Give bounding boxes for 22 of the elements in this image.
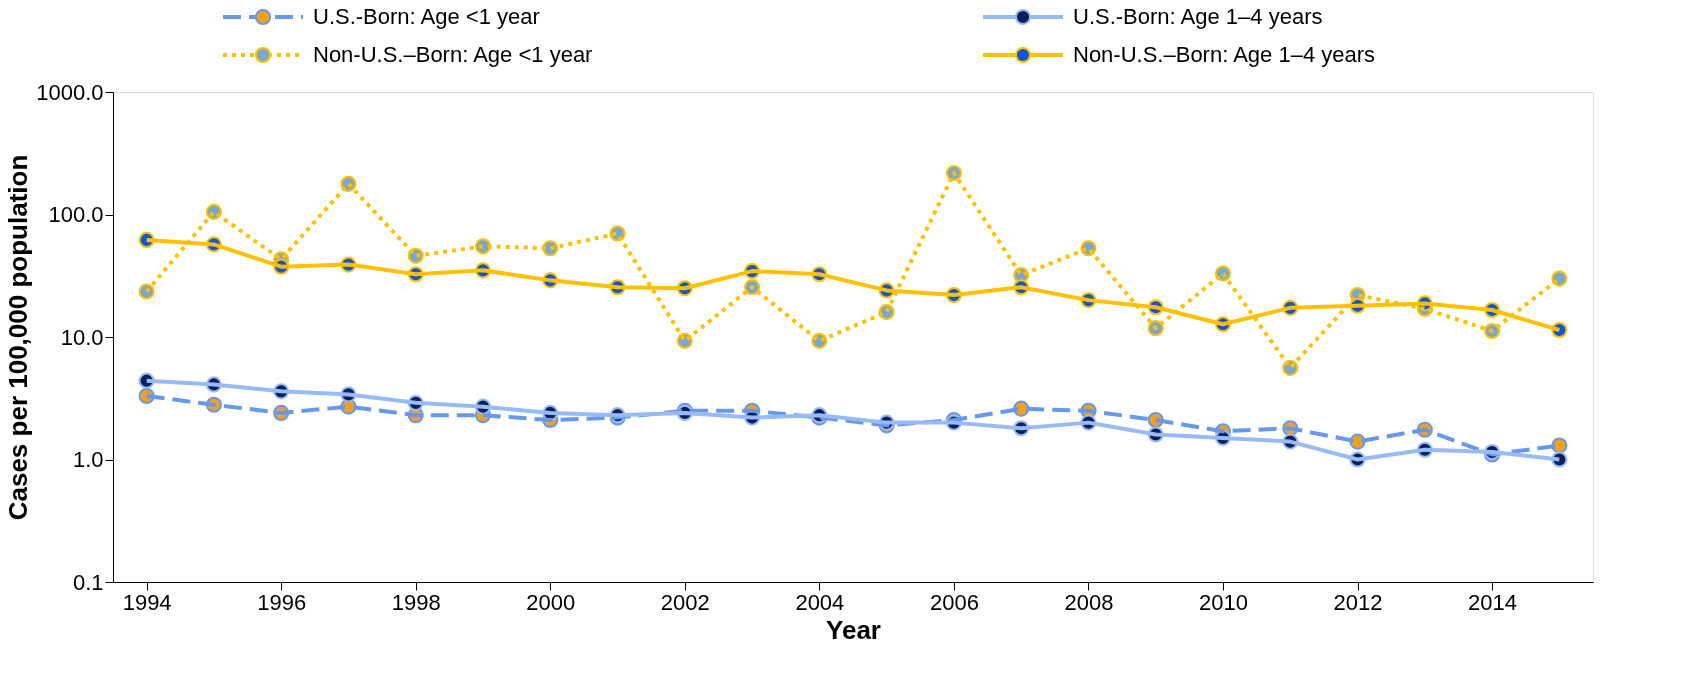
x-tick-label: 2010: [1199, 589, 1248, 615]
x-axis-title: Year: [826, 614, 881, 645]
y-tick-label: 100.0: [48, 202, 104, 227]
x-tick-label: 2004: [795, 589, 845, 615]
x-tick-label: 2002: [660, 589, 710, 615]
x-tick-label: 2006: [929, 589, 979, 615]
legend-label: Non-U.S.–Born: Age 1–4 years: [1073, 42, 1376, 67]
x-tick-label: 2000: [526, 589, 576, 615]
legend-label: U.S.-Born: Age 1–4 years: [1073, 4, 1323, 29]
y-tick-label: 0.1: [72, 569, 104, 595]
y-tick-label: 1000.0: [36, 79, 104, 105]
x-tick-label: 2012: [1333, 589, 1383, 615]
legend-label: Non-U.S.–Born: Age <1 year: [313, 42, 593, 67]
x-tick-label: 2014: [1468, 589, 1518, 615]
x-tick-label: 2008: [1064, 589, 1114, 615]
x-tick-label: 1994: [122, 589, 172, 615]
legend-label: U.S.-Born: Age <1 year: [313, 4, 540, 29]
y-tick-label: 1.0: [72, 447, 104, 472]
y-tick-label: 10.0: [60, 324, 104, 350]
x-tick-label: 1998: [391, 589, 441, 615]
x-tick-label: 1996: [257, 589, 307, 615]
y-axis-title: Cases per 100,000 population: [3, 154, 34, 521]
